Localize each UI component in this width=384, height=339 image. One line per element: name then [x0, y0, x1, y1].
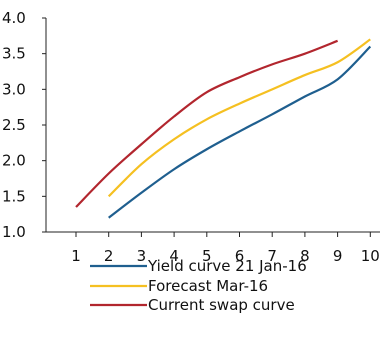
x-tick-label: 6	[235, 247, 245, 265]
x-axis-ticks: 1 2 3 4 5 6 7 8 9 10	[71, 232, 380, 265]
x-tick-label: 10	[361, 247, 380, 265]
x-tick-label: 5	[202, 247, 212, 265]
legend: Yield curve 21 Jan-16 Forecast Mar-16Curr…	[90, 257, 307, 314]
series-line-1	[108, 45, 372, 219]
y-tick-label: 2.0	[2, 152, 26, 170]
legend-label-2: Forecast Mar-16	[148, 277, 268, 295]
x-tick-label: 1	[71, 247, 81, 265]
y-tick-label: 1.0	[2, 223, 26, 241]
y-tick-label: 3.0	[2, 80, 26, 98]
x-tick-label: 8	[300, 247, 310, 265]
series-line-3	[75, 39, 339, 208]
y-axis-ticks: 1.0 1.5 2.0 2.5 3.0 3.5 4.0	[2, 9, 46, 241]
plot-series	[75, 38, 372, 219]
y-tick-label: 3.5	[2, 45, 26, 63]
x-tick-label: 9	[333, 247, 343, 265]
x-tick-label: 2	[104, 247, 114, 265]
x-tick-label: 3	[137, 247, 147, 265]
series-line-2	[107, 38, 371, 198]
legend-label-1: Yield curve 21 Jan-16	[147, 257, 307, 275]
y-tick-label: 4.0	[2, 9, 26, 27]
y-tick-label: 2.5	[2, 116, 26, 134]
x-tick-label: 4	[169, 247, 179, 265]
y-tick-label: 1.5	[2, 187, 26, 205]
chart-axes	[45, 18, 380, 233]
legend-label-3: Current swap curve	[148, 296, 295, 314]
x-tick-label: 7	[267, 247, 277, 265]
